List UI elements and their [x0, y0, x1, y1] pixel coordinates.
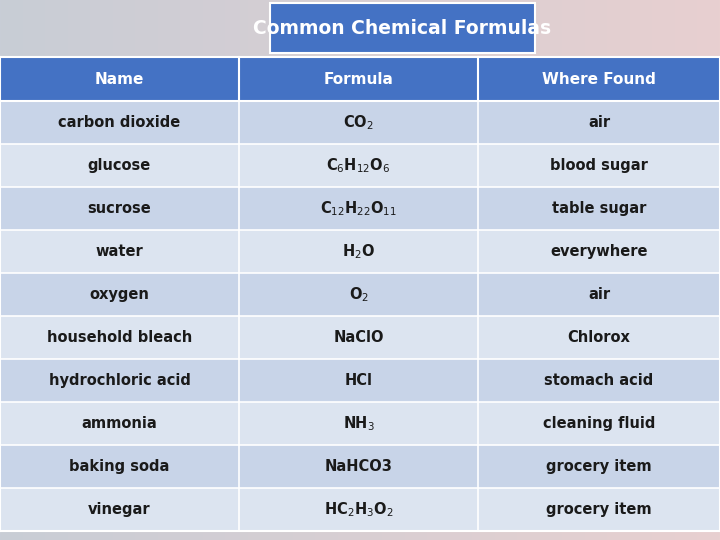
Text: everywhere: everywhere [550, 244, 648, 259]
Text: blood sugar: blood sugar [550, 158, 648, 173]
Text: baking soda: baking soda [69, 459, 170, 474]
Text: cleaning fluid: cleaning fluid [543, 416, 655, 431]
Text: stomach acid: stomach acid [544, 373, 654, 388]
Bar [0, 445, 720, 488]
Text: ammonia: ammonia [81, 416, 158, 431]
Text: C$_{12}$H$_{22}$O$_{11}$: C$_{12}$H$_{22}$O$_{11}$ [320, 199, 397, 218]
Bar [0, 144, 720, 187]
Text: air: air [588, 287, 610, 302]
Text: vinegar: vinegar [88, 502, 150, 517]
Text: air: air [588, 115, 610, 130]
Text: Formula: Formula [323, 71, 393, 86]
Text: C$_6$H$_{12}$O$_6$: C$_6$H$_{12}$O$_6$ [326, 156, 390, 175]
Text: Chlorox: Chlorox [567, 330, 631, 345]
Text: household bleach: household bleach [47, 330, 192, 345]
Bar [0, 187, 720, 230]
Text: glucose: glucose [88, 158, 151, 173]
Text: NaHCO3: NaHCO3 [325, 459, 392, 474]
Bar [0, 488, 720, 531]
Bar [0, 230, 720, 273]
Text: oxygen: oxygen [89, 287, 150, 302]
Bar [0, 316, 720, 359]
Bar [0, 57, 720, 101]
Text: Where Found: Where Found [542, 71, 656, 86]
Bar [270, 3, 535, 53]
Text: CO$_2$: CO$_2$ [343, 113, 374, 132]
Bar [0, 402, 720, 445]
Text: NaClO: NaClO [333, 330, 384, 345]
Text: H$_2$O: H$_2$O [342, 242, 375, 261]
Text: Name: Name [95, 71, 144, 86]
Bar [0, 273, 720, 316]
Text: grocery item: grocery item [546, 459, 652, 474]
Text: grocery item: grocery item [546, 502, 652, 517]
Text: carbon dioxide: carbon dioxide [58, 115, 181, 130]
Bar [0, 101, 720, 144]
Text: NH$_3$: NH$_3$ [343, 414, 374, 433]
Text: HCl: HCl [344, 373, 372, 388]
Bar [0, 359, 720, 402]
Text: water: water [96, 244, 143, 259]
Text: table sugar: table sugar [552, 201, 646, 216]
Text: hydrochloric acid: hydrochloric acid [48, 373, 190, 388]
Text: O$_2$: O$_2$ [348, 285, 369, 304]
Text: HC$_2$H$_3$O$_2$: HC$_2$H$_3$O$_2$ [324, 500, 393, 519]
Text: Common Chemical Formulas: Common Chemical Formulas [253, 18, 552, 37]
Text: sucrose: sucrose [88, 201, 151, 216]
